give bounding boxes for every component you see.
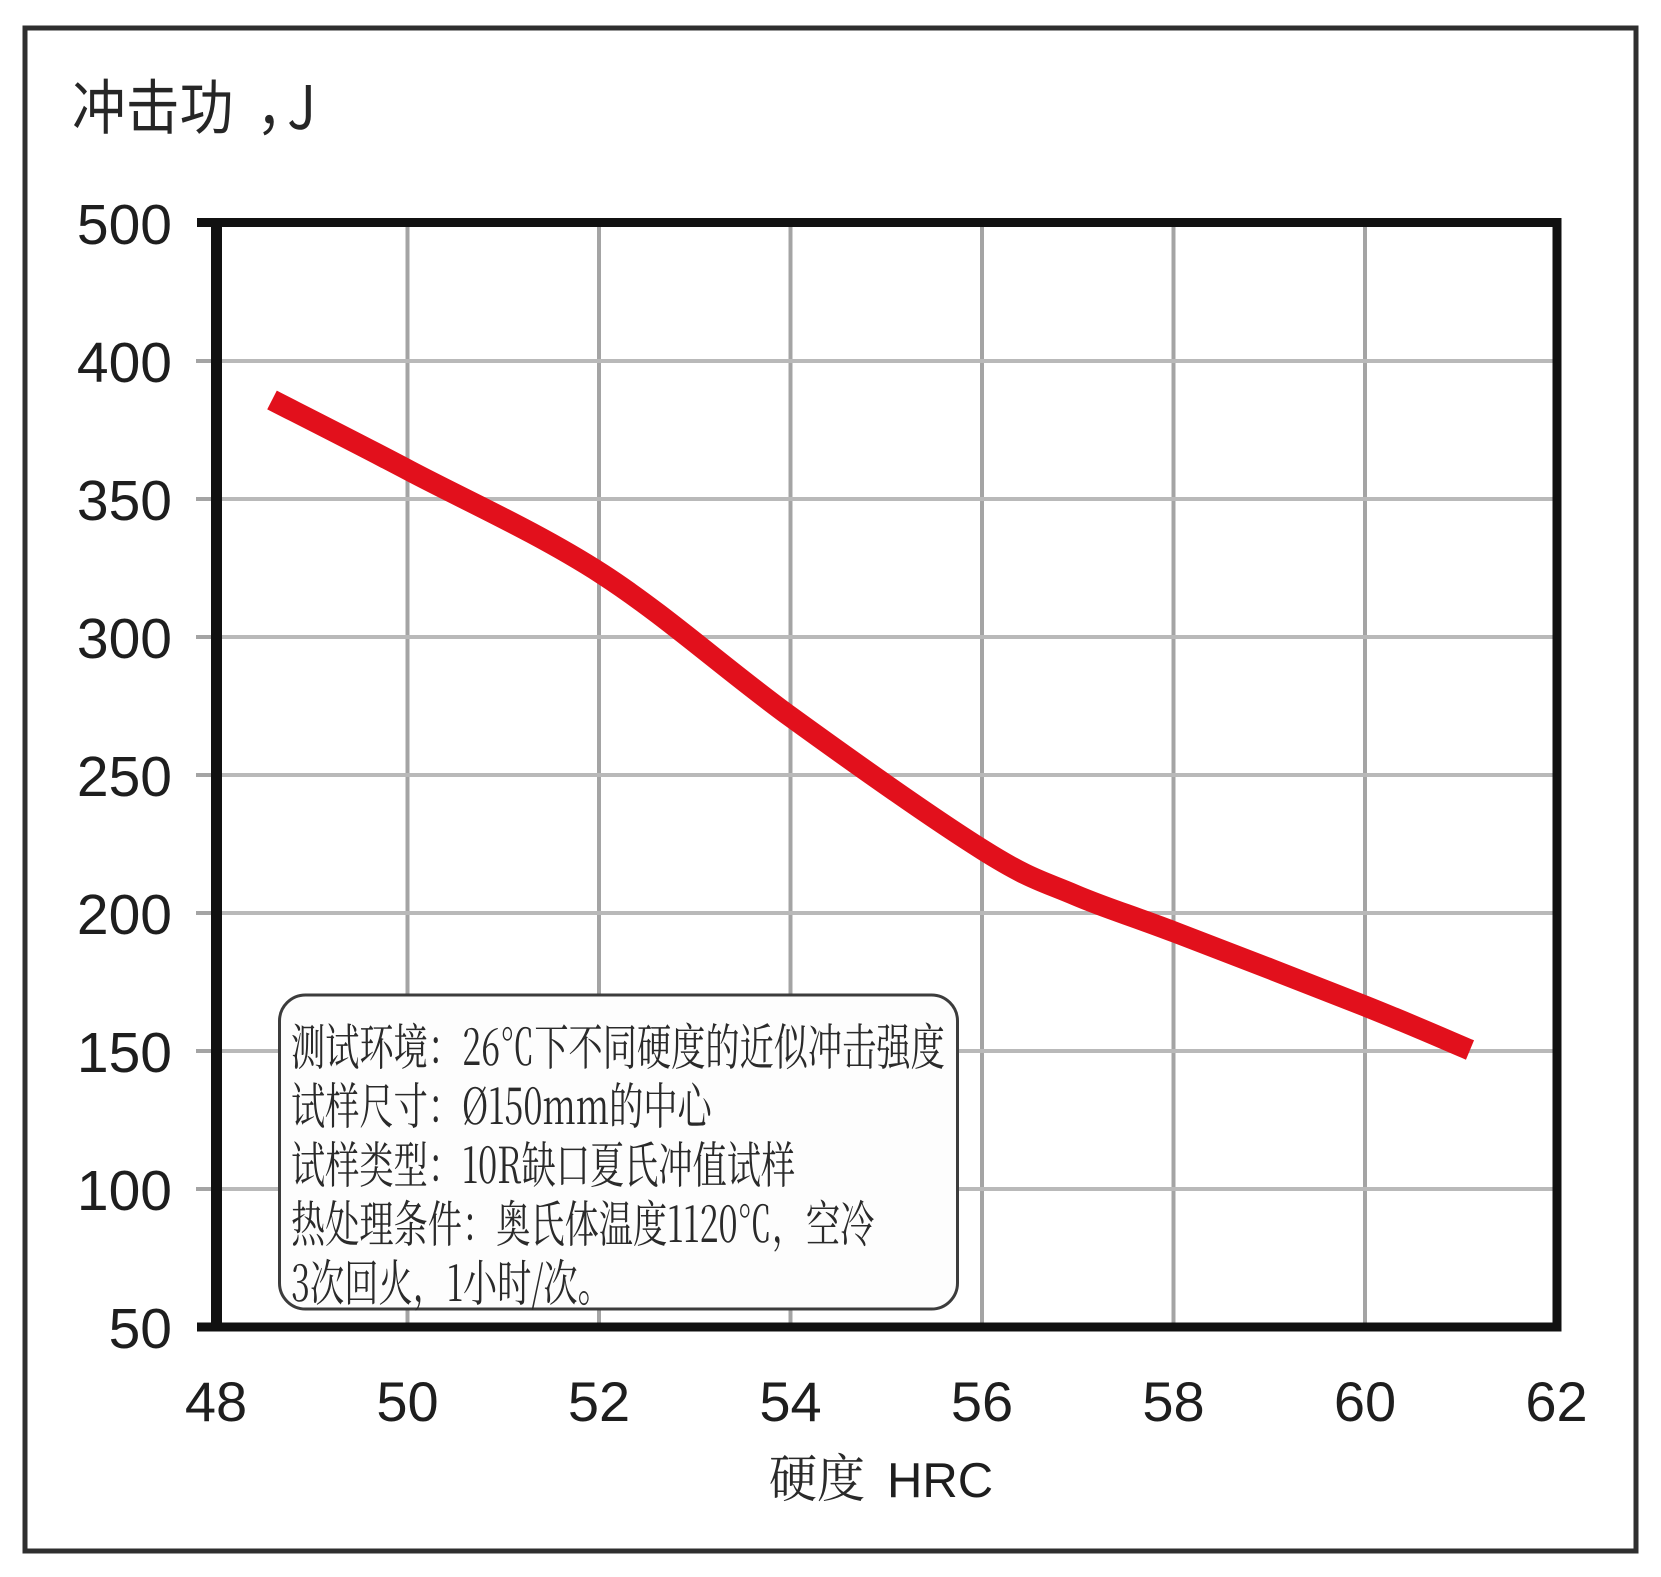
svg-text:58: 58 xyxy=(1142,1370,1204,1433)
svg-text:52: 52 xyxy=(568,1370,630,1433)
svg-text:54: 54 xyxy=(759,1370,821,1433)
svg-text:50: 50 xyxy=(376,1370,438,1433)
svg-text:150: 150 xyxy=(77,1021,172,1085)
svg-text:HRC: HRC xyxy=(887,1454,993,1508)
svg-text:400: 400 xyxy=(77,331,172,395)
svg-text:56: 56 xyxy=(951,1370,1013,1433)
svg-text:62: 62 xyxy=(1525,1370,1587,1433)
svg-text:50: 50 xyxy=(109,1297,172,1361)
svg-text:500: 500 xyxy=(77,193,172,257)
svg-text:200: 200 xyxy=(77,883,172,947)
svg-text:350: 350 xyxy=(77,469,172,533)
svg-text:48: 48 xyxy=(185,1370,247,1433)
svg-text:300: 300 xyxy=(77,607,172,671)
svg-text:250: 250 xyxy=(77,745,172,809)
svg-text:100: 100 xyxy=(77,1159,172,1223)
svg-text:60: 60 xyxy=(1334,1370,1396,1433)
